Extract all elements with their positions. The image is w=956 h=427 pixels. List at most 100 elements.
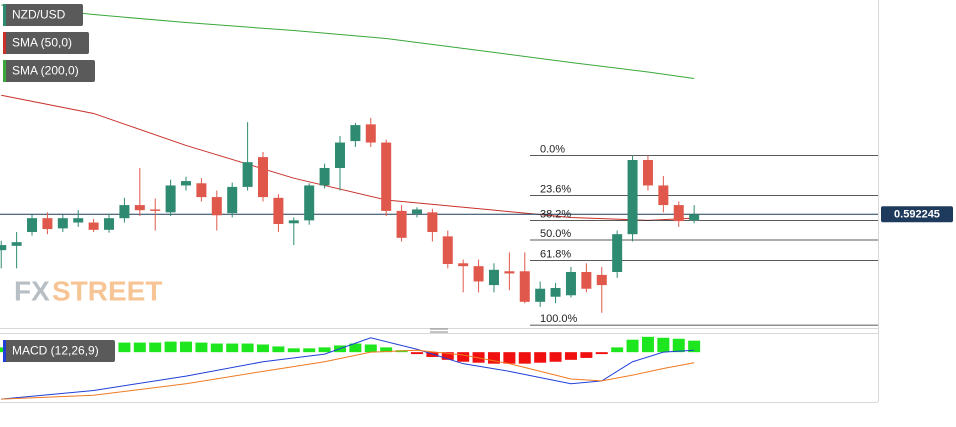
legend-title-box bbox=[3, 340, 115, 362]
legend-title: MACD (12,26,9) bbox=[12, 344, 99, 358]
sma-line bbox=[1, 4, 695, 80]
resize-handle[interactable] bbox=[430, 328, 448, 333]
histogram-bar bbox=[303, 348, 316, 353]
legend-entry-box bbox=[3, 32, 89, 54]
candle-body bbox=[365, 124, 376, 143]
histogram-bar bbox=[641, 336, 654, 353]
legend-entry: SMA (50,0) bbox=[12, 36, 72, 50]
candle-body bbox=[458, 263, 469, 267]
fib-label: 23.6% bbox=[540, 184, 571, 196]
current-price-label: 0.592245 bbox=[894, 209, 940, 221]
candle-body bbox=[134, 205, 145, 211]
histogram-bar bbox=[287, 348, 300, 353]
candle-body bbox=[535, 288, 546, 302]
candle-body bbox=[673, 205, 684, 222]
candle-body bbox=[627, 160, 638, 235]
fib-label: 38.2% bbox=[540, 208, 571, 220]
fib-label: 0.0% bbox=[540, 144, 565, 156]
histogram-bar bbox=[210, 343, 223, 353]
candle-body bbox=[642, 160, 653, 186]
candle-body bbox=[442, 236, 453, 264]
candle-body bbox=[165, 185, 176, 213]
histogram-bar bbox=[241, 343, 254, 353]
histogram-bar bbox=[580, 352, 593, 358]
legend-entry: SMA (200,0) bbox=[12, 64, 79, 78]
candle-body bbox=[350, 125, 361, 142]
histogram-bar bbox=[518, 352, 531, 364]
candle-body bbox=[57, 218, 68, 229]
candle-body bbox=[381, 142, 392, 211]
histogram-bar bbox=[595, 352, 608, 355]
histogram-bar bbox=[164, 341, 177, 353]
histogram-bar bbox=[226, 343, 239, 353]
candle-body bbox=[119, 205, 130, 219]
candle-body bbox=[227, 186, 238, 214]
candle-body bbox=[427, 212, 438, 232]
histogram-bar bbox=[626, 339, 639, 353]
histogram-bar bbox=[688, 340, 701, 353]
histogram-bar bbox=[487, 352, 500, 364]
candle-body bbox=[242, 162, 253, 187]
histogram-bar bbox=[457, 352, 470, 362]
histogram-bar bbox=[611, 347, 624, 353]
candle-body bbox=[565, 272, 576, 296]
histogram-bar bbox=[564, 352, 577, 360]
watermark: FX bbox=[14, 275, 50, 306]
candle-body bbox=[181, 181, 192, 186]
legend-title: NZD/USD bbox=[12, 8, 66, 22]
histogram-bar bbox=[272, 346, 285, 353]
candle-body bbox=[396, 210, 407, 238]
macd-line bbox=[1, 349, 695, 400]
histogram-bar bbox=[441, 352, 454, 360]
fib-label: 61.8% bbox=[540, 248, 571, 260]
candle-body bbox=[473, 266, 484, 282]
legend-entry-swatch bbox=[3, 60, 6, 82]
fib-label: 50.0% bbox=[540, 228, 571, 240]
candle-body bbox=[504, 271, 515, 274]
overlay-layer: 0.592245 NZD/USD SMA (50,0) SMA (200,0) MACD… bbox=[3, 4, 953, 362]
histogram-bar bbox=[503, 352, 516, 364]
histogram-bar bbox=[672, 338, 685, 353]
histogram-bar bbox=[149, 342, 162, 353]
histogram-bar bbox=[657, 337, 670, 353]
histogram-bar bbox=[364, 344, 377, 353]
macd-line bbox=[1, 337, 695, 400]
legend-entry-swatch bbox=[3, 32, 6, 54]
histogram-bar bbox=[180, 341, 193, 353]
candle-body bbox=[288, 220, 299, 224]
histogram-bar bbox=[380, 347, 393, 353]
candle-body bbox=[612, 234, 623, 272]
candle-body bbox=[257, 157, 268, 198]
legend-title-box bbox=[3, 4, 83, 26]
histogram-bar bbox=[256, 344, 269, 353]
histogram-bar bbox=[118, 342, 131, 353]
histogram-bar bbox=[349, 343, 362, 353]
candle-body bbox=[27, 218, 38, 232]
candle-body bbox=[42, 218, 53, 230]
legend-title-swatch bbox=[3, 4, 6, 26]
histogram-bar bbox=[195, 342, 208, 353]
legend-entry-box bbox=[3, 60, 95, 82]
candle-body bbox=[689, 214, 700, 221]
candle-body bbox=[411, 209, 422, 214]
candle-body bbox=[319, 168, 330, 186]
histogram-bar bbox=[410, 352, 423, 355]
histogram-bar bbox=[549, 352, 562, 362]
candle-body bbox=[11, 242, 22, 246]
candle-body bbox=[196, 183, 207, 198]
histogram-bar bbox=[318, 347, 331, 353]
marks-layer: FX STREET 0.0% 23.6% 38.2% 50.0% 61.8% 100.0% bbox=[0, 4, 878, 400]
candle-body bbox=[550, 288, 561, 297]
histogram-bar bbox=[534, 352, 547, 363]
candle-body bbox=[519, 271, 530, 302]
candle-body bbox=[150, 209, 161, 211]
candle-body bbox=[488, 269, 499, 286]
legend-title-swatch bbox=[3, 340, 6, 362]
candle-body bbox=[304, 185, 315, 221]
candle-body bbox=[273, 197, 284, 224]
watermark: STREET bbox=[52, 275, 162, 306]
candle-body bbox=[88, 222, 99, 230]
candle-body bbox=[581, 272, 592, 289]
